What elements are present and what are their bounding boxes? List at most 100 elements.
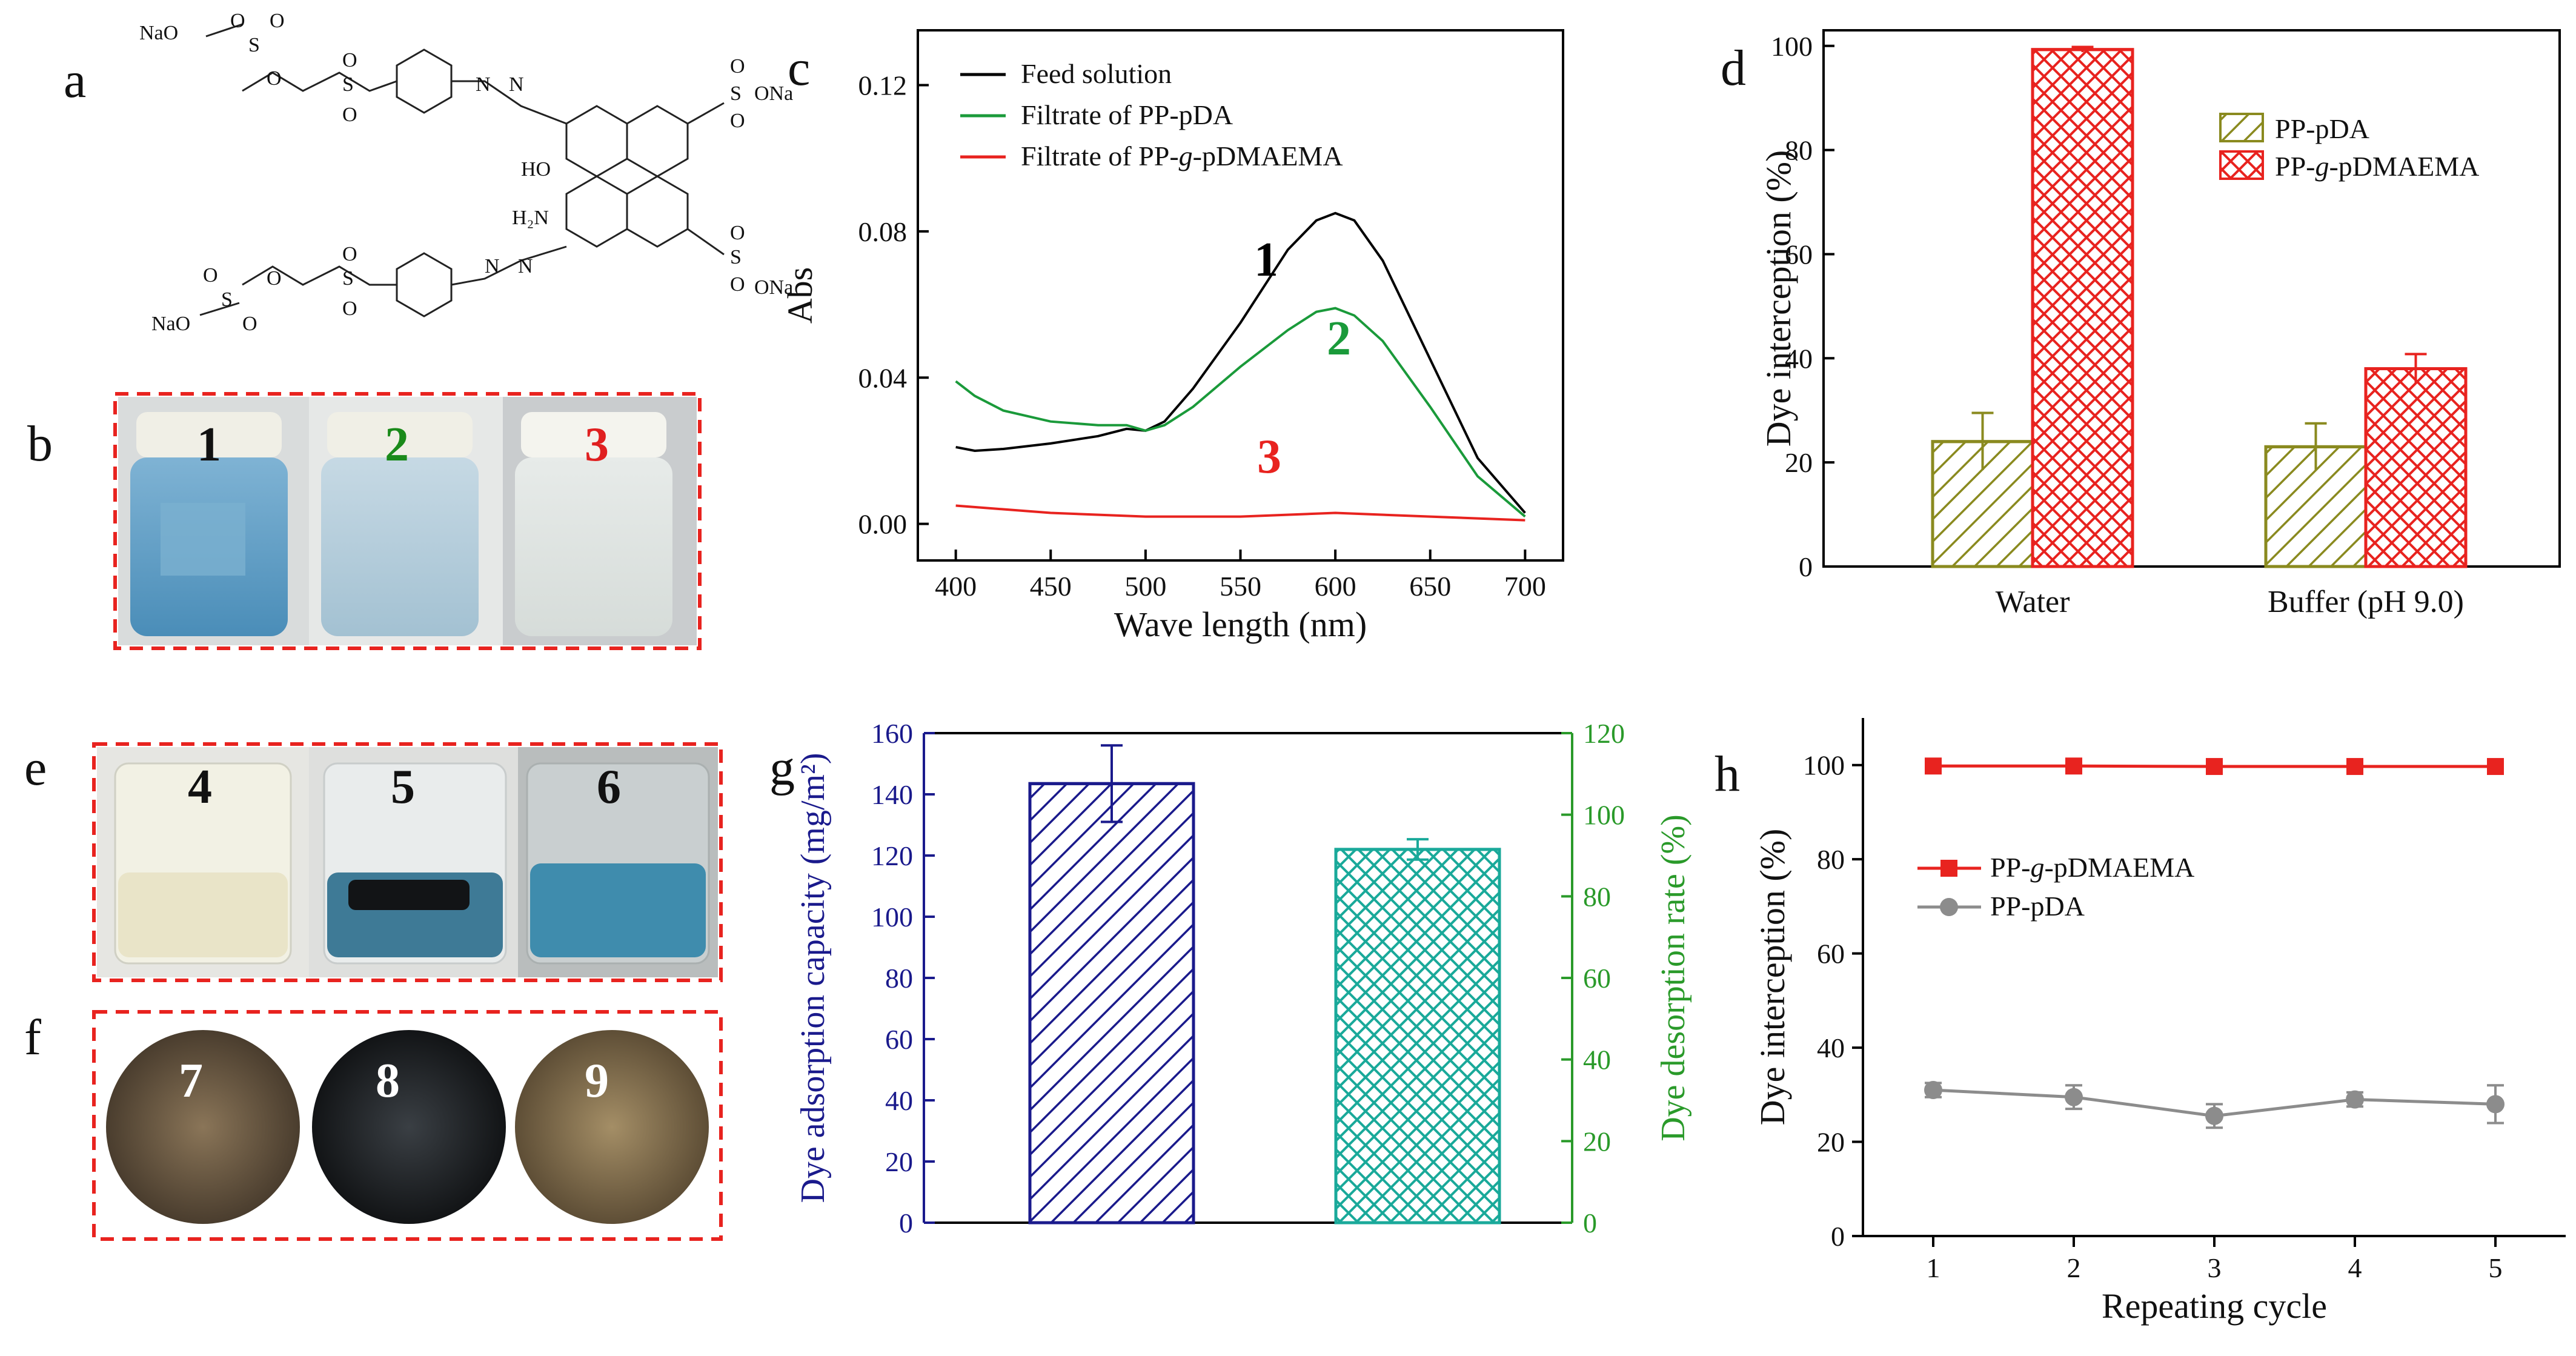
label-o-top-a: O [230, 10, 245, 32]
plot-frame-c [917, 29, 1564, 562]
y-axis-label-h: Dye interception (%) [1753, 829, 1792, 1126]
vial-2 [321, 412, 479, 636]
panel-letter-d: d [1721, 40, 1746, 96]
y-tick-label-left-g-0: 0 [899, 1208, 913, 1238]
panel-letter-c: c [788, 40, 810, 96]
y-tick-label-d-3: 60 [1785, 239, 1813, 270]
label-o-rb-a: O [730, 222, 745, 244]
bar-d-0-1 [2031, 48, 2134, 568]
curve-label-c-2: 2 [1327, 312, 1351, 365]
chemical-structure: NaO S O O O S O O N N S O O ONa HO H₂N S… [139, 10, 793, 335]
y-tick-label-d-4: 80 [1785, 135, 1813, 166]
bond-oso3-bottom [199, 302, 240, 316]
label-h2n: H₂N [512, 207, 549, 229]
x-tick-label-c-5: 650 [1409, 571, 1451, 602]
y-tick-label-h-1: 20 [1817, 1127, 1845, 1158]
x-tick-label-h-2: 3 [2208, 1252, 2222, 1283]
vial-label-1: 1 [197, 418, 221, 471]
panel-letter-e: e [24, 740, 47, 796]
marker-h-2-3 [2346, 1090, 2364, 1109]
vial-label-3: 3 [585, 418, 609, 471]
legend-swatch-d-1 [2219, 113, 2264, 142]
x-tick-label-h-4: 5 [2489, 1252, 2503, 1283]
y-tick-label-left-g-3: 60 [885, 1024, 913, 1055]
x-tick-label-c-0: 400 [935, 571, 977, 602]
y-tick-label-right-g-1: 20 [1583, 1126, 1611, 1157]
x-tick-label-h-1: 2 [2067, 1252, 2081, 1283]
panel-f-photos: 7 8 9 [92, 1010, 723, 1241]
y-tick-label-h-0: 0 [1831, 1221, 1845, 1252]
disk-label-8: 8 [376, 1054, 400, 1108]
curve-label-c-3: 3 [1257, 430, 1281, 484]
naphthalene-ring-right [626, 105, 689, 178]
y-tick-label-left-g-1: 20 [885, 1146, 913, 1177]
label-o-ls-b: O [342, 297, 357, 320]
panel-letter-b: b [27, 416, 53, 472]
membrane-disk-8 [312, 1030, 506, 1224]
label-nao-bottom: NaO [151, 313, 190, 335]
label-o-us-a: O [342, 49, 357, 71]
marker-h-1-2 [2206, 758, 2223, 776]
marker-h-1-0 [1925, 757, 1942, 775]
label-o-ls-a: O [342, 243, 357, 265]
y-tick-label-right-g-0: 0 [1583, 1208, 1597, 1238]
bond-oso3-top [205, 23, 243, 38]
y-tick-label-right-g-5: 100 [1583, 800, 1625, 831]
y-tick-label-d-2: 40 [1785, 343, 1813, 374]
label-o-rt-b: O [730, 110, 745, 132]
bar-g-0 [1028, 782, 1195, 1225]
y-tick-label-c-3: 0.12 [858, 70, 908, 101]
legend-swatch-d-2 [2219, 150, 2264, 180]
label-o-bl-b: O [242, 313, 257, 335]
marker-h-2-2 [2205, 1106, 2223, 1125]
membrane-disk-9 [515, 1030, 709, 1224]
x-axis-label-h: Repeating cycle [2102, 1286, 2327, 1326]
panel-e-photos: 4 5 6 [92, 742, 723, 982]
label-n-lower-2: N [518, 255, 533, 278]
y-tick-label-h-5: 100 [1803, 750, 1845, 781]
panel-e-dashed-frame [92, 742, 723, 982]
label-n-upper-2: N [509, 73, 524, 96]
legend-label-c-2: Filtrate of PP-pDA [1021, 99, 1233, 130]
plot-frame-d [1822, 29, 2561, 568]
vial-label-2: 2 [385, 418, 409, 471]
disk-label-9: 9 [585, 1054, 609, 1108]
y-tick-label-d-0: 0 [1799, 551, 1813, 582]
panel-letter-h: h [1715, 746, 1740, 802]
marker-h-1-1 [2065, 757, 2082, 775]
marker-h-2-0 [1924, 1081, 1942, 1100]
y-tick-label-left-g-5: 100 [871, 902, 913, 932]
curve-label-c-1: 1 [1254, 233, 1278, 287]
x-tick-label-h-3: 4 [2348, 1252, 2362, 1283]
y-tick-label-h-2: 40 [1817, 1032, 1845, 1063]
series-line-c-1 [955, 211, 1526, 514]
panel-letter-f: f [24, 1009, 41, 1066]
y-tick-label-left-g-8: 160 [871, 718, 913, 749]
label-s-bottom-left: S [221, 288, 233, 311]
disk-label-7: 7 [179, 1054, 203, 1108]
series-line-c-2 [955, 307, 1526, 518]
label-n-upper-1: N [476, 73, 491, 96]
label-o-rb-b: O [730, 273, 745, 296]
chart-h-repeating-cycle: 1 2 3 4 5 0 20 40 60 80 100 Repeating cycle Dye inte… [1753, 718, 2566, 1326]
vial-3 [515, 412, 672, 636]
y-tick-label-h-4: 80 [1817, 844, 1845, 875]
chart-g-adsorption-desorption: 0 20 40 60 80 100 120 140 160 0 20 40 60 80 100 120 Dye … [794, 718, 1692, 1238]
bar-g-1 [1334, 848, 1501, 1225]
label-o-us-b: O [342, 104, 357, 126]
x-tick-label-c-3: 550 [1220, 571, 1261, 602]
chart-c-absorbance: 400 450 500 550 600 650 700 0.00 0.04 0.08 0.12 Wav… [780, 29, 1564, 644]
label-ona-bottom: ONa [754, 276, 793, 299]
legend-marker-h-1 [1940, 860, 1957, 877]
upper-azo [451, 80, 567, 125]
bond-so3-top [687, 102, 725, 125]
label-s-right-bottom: S [730, 246, 742, 268]
x-tick-label-c-6: 700 [1504, 571, 1546, 602]
label-ho: HO [521, 158, 551, 181]
label-s-upper-sulfonyl: S [342, 73, 354, 96]
label-o-bl-c: O [267, 267, 282, 290]
upper-chain [242, 71, 397, 92]
panel-b-dashed-frame [113, 392, 702, 650]
y-tick-label-right-g-4: 80 [1583, 881, 1611, 912]
naphthalene-ring-lower-right [626, 175, 689, 248]
